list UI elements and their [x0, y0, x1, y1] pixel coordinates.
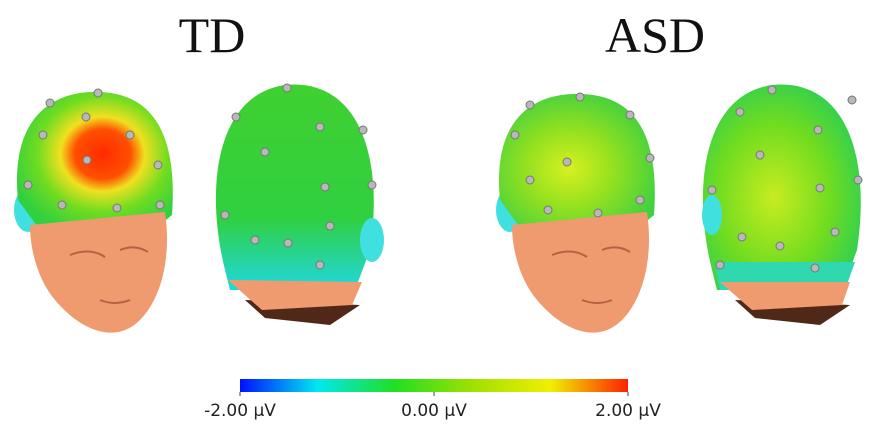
tick-label: -2.00 µV	[204, 401, 276, 421]
tick-label: 0.00 µV	[401, 401, 467, 421]
tick-label: 2.00 µV	[595, 401, 661, 421]
head-front	[496, 93, 655, 333]
head-back	[702, 85, 862, 325]
head-back	[216, 84, 384, 325]
group-title: TD	[179, 7, 246, 63]
head-front	[14, 89, 173, 333]
group-title: ASD	[605, 7, 705, 63]
colorbar	[240, 379, 628, 392]
figure: TD ASD	[0, 0, 872, 435]
